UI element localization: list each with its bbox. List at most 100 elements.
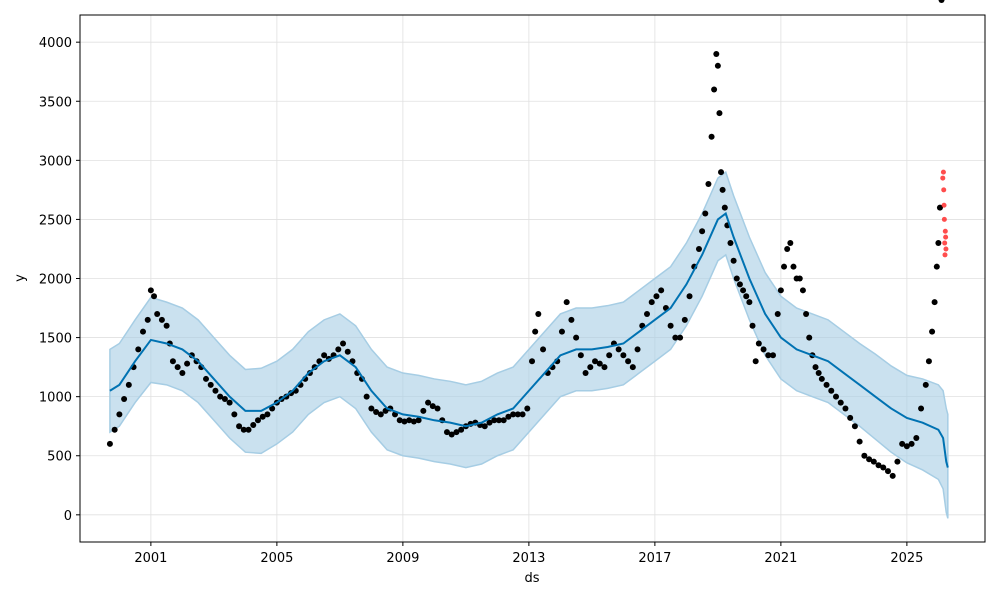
observed-point (231, 411, 238, 418)
observed-point (903, 443, 910, 450)
observed-point (667, 322, 674, 329)
observed-point (823, 381, 830, 388)
x-axis-label: ds (524, 571, 539, 586)
observed-point (695, 245, 702, 252)
observed-point (592, 358, 599, 365)
observed-point (705, 180, 712, 187)
y-tick-label: 2000 (39, 273, 72, 288)
observed-point (558, 328, 565, 335)
test-point (941, 216, 947, 222)
observed-point (377, 411, 384, 418)
observed-point (158, 316, 165, 323)
observed-point (796, 275, 803, 282)
observed-point (615, 346, 622, 353)
observed-point (116, 411, 123, 418)
observed-point (401, 418, 408, 425)
observed-point (806, 334, 813, 341)
observed-point (340, 340, 347, 347)
observed-point (577, 352, 584, 359)
observed-point (752, 358, 759, 365)
observed-point (420, 407, 427, 414)
y-tick-label: 1500 (39, 332, 72, 347)
observed-point (716, 110, 723, 117)
observed-point (540, 346, 547, 353)
observed-point (111, 426, 118, 433)
observed-point (519, 411, 526, 418)
x-tick-label: 2001 (134, 551, 167, 566)
observed-point (765, 352, 772, 359)
observed-point (931, 299, 938, 306)
observed-point (644, 310, 651, 317)
test-point (940, 175, 946, 181)
forecast-line (109, 211, 949, 468)
y-tick-label: 500 (47, 450, 72, 465)
observed-point (908, 440, 915, 447)
observed-point (144, 316, 151, 323)
observed-point (443, 429, 450, 436)
observed-point (335, 346, 342, 353)
observed-point (866, 456, 873, 463)
observed-point (368, 405, 375, 412)
observed-point (861, 452, 868, 459)
observed-point (495, 417, 502, 424)
observed-point (799, 287, 806, 294)
observed-point (812, 364, 819, 371)
observed-point (774, 310, 781, 317)
observed-point (856, 438, 863, 445)
observed-point (620, 352, 627, 359)
test-point (942, 240, 948, 246)
observed-point (880, 464, 887, 471)
observed-point (922, 381, 929, 388)
observed-point (491, 417, 498, 424)
observed-point (221, 396, 228, 403)
y-axis-label: y (13, 274, 28, 282)
observed-point (154, 310, 161, 317)
observed-point (396, 417, 403, 424)
observed-point (601, 364, 608, 371)
observed-point (514, 411, 521, 418)
observed-point (259, 413, 266, 420)
observed-point (500, 417, 507, 424)
observed-point (740, 287, 747, 294)
observed-point (481, 423, 488, 430)
observed-point (925, 358, 932, 365)
observed-point (699, 228, 706, 235)
observed-point (373, 409, 380, 416)
observed-point (529, 358, 536, 365)
observed-point (250, 422, 257, 429)
observed-point (770, 352, 777, 359)
observed-point (434, 405, 441, 412)
test-point (941, 187, 947, 193)
observed-point (415, 417, 422, 424)
observed-point (837, 399, 844, 406)
test-point (943, 234, 949, 240)
uncertainty-band (109, 170, 949, 519)
observed-point (505, 413, 512, 420)
observed-point (870, 458, 877, 465)
observed-point (535, 310, 542, 317)
observed-point (777, 287, 784, 294)
observed-point (240, 426, 247, 433)
observed-point (448, 431, 455, 438)
observed-point (899, 440, 906, 447)
test-point (941, 202, 947, 208)
test-point (942, 228, 948, 234)
observed-point (803, 310, 810, 317)
observed-point (702, 210, 709, 217)
observed-point (718, 169, 725, 176)
observed-point (625, 358, 632, 365)
observed-point (217, 393, 224, 400)
observed-point (787, 240, 794, 247)
observed-point (736, 281, 743, 288)
y-tick-label: 3000 (39, 154, 72, 169)
observed-point (842, 405, 849, 412)
observed-point (634, 346, 641, 353)
observed-point (721, 204, 728, 211)
x-tick-label: 2025 (890, 551, 923, 566)
observed-point (918, 405, 925, 412)
observed-point (486, 419, 493, 426)
observed-point (719, 186, 726, 193)
observed-point (708, 133, 715, 140)
